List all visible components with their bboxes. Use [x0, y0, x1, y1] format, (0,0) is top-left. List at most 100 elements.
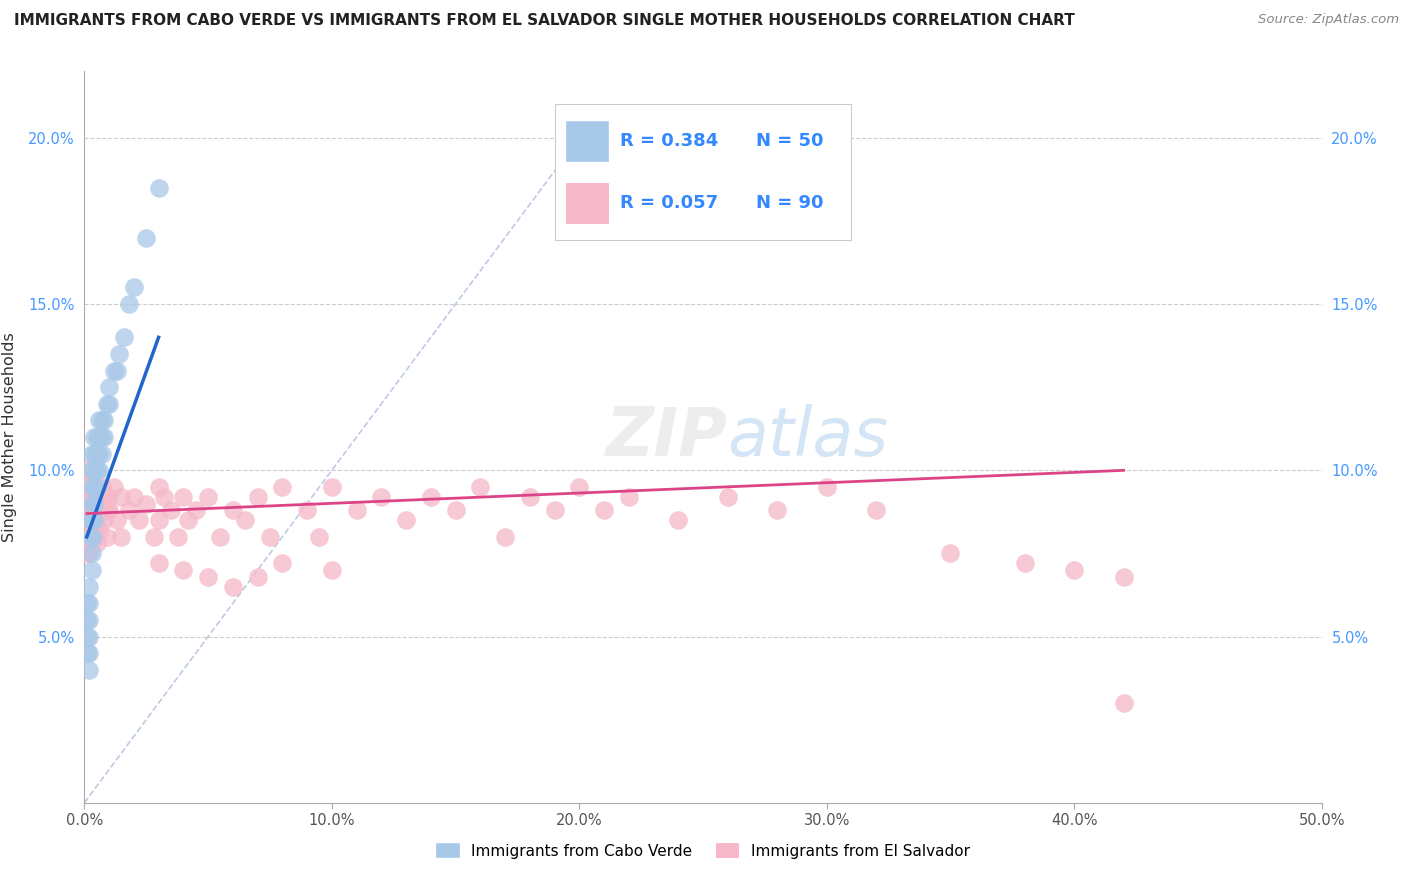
Point — [593, 503, 616, 517]
Point — [184, 503, 207, 517]
Point — [83, 490, 105, 504]
Point — [118, 503, 141, 517]
Point — [79, 580, 101, 594]
Point — [89, 490, 111, 504]
Point — [90, 447, 112, 461]
Point — [80, 563, 103, 577]
Point — [98, 490, 121, 504]
Point — [160, 503, 183, 517]
Point — [89, 413, 111, 427]
Point — [172, 563, 194, 577]
Point — [321, 563, 343, 577]
Point — [308, 530, 330, 544]
Point — [543, 503, 565, 517]
Point — [79, 473, 101, 487]
Point — [80, 536, 103, 550]
Text: atlas: atlas — [728, 404, 889, 470]
Point — [76, 480, 98, 494]
Point — [90, 430, 112, 444]
Point — [80, 513, 103, 527]
Point — [197, 570, 219, 584]
Point — [209, 530, 232, 544]
Point — [89, 430, 111, 444]
Point — [494, 530, 516, 544]
Point — [1063, 563, 1085, 577]
Text: Source: ZipAtlas.com: Source: ZipAtlas.com — [1258, 13, 1399, 27]
Point — [80, 497, 103, 511]
Point — [79, 546, 101, 560]
Point — [717, 490, 740, 504]
Point — [96, 503, 118, 517]
Point — [83, 463, 105, 477]
Point — [617, 490, 640, 504]
Point — [83, 523, 105, 537]
Point — [1112, 696, 1135, 710]
Point — [1014, 557, 1036, 571]
Point — [172, 490, 194, 504]
Text: IMMIGRANTS FROM CABO VERDE VS IMMIGRANTS FROM EL SALVADOR SINGLE MOTHER HOUSEHOL: IMMIGRANTS FROM CABO VERDE VS IMMIGRANTS… — [14, 13, 1074, 29]
Point — [83, 480, 105, 494]
Point — [90, 497, 112, 511]
Point — [105, 513, 128, 527]
Point — [86, 513, 108, 527]
Point — [148, 513, 170, 527]
Point — [76, 463, 98, 477]
Point — [80, 530, 103, 544]
Point — [93, 413, 115, 427]
Point — [93, 430, 115, 444]
Point — [76, 596, 98, 610]
Point — [112, 330, 135, 344]
Point — [103, 363, 125, 377]
Point — [83, 480, 105, 494]
Point — [419, 490, 441, 504]
Point — [246, 490, 269, 504]
Y-axis label: Single Mother Households: Single Mother Households — [1, 332, 17, 542]
Point — [83, 497, 105, 511]
Point — [110, 490, 132, 504]
Point — [148, 180, 170, 194]
Point — [80, 490, 103, 504]
Point — [98, 397, 121, 411]
Point — [128, 513, 150, 527]
Point — [86, 447, 108, 461]
Point — [105, 363, 128, 377]
Point — [80, 530, 103, 544]
Point — [80, 513, 103, 527]
Point — [79, 530, 101, 544]
Point — [96, 397, 118, 411]
Point — [76, 497, 98, 511]
Point — [98, 503, 121, 517]
Point — [86, 463, 108, 477]
Point — [79, 613, 101, 627]
Point — [79, 503, 101, 517]
Point — [76, 513, 98, 527]
Point — [89, 463, 111, 477]
Point — [76, 613, 98, 627]
Point — [79, 596, 101, 610]
Point — [152, 490, 174, 504]
Point — [122, 490, 145, 504]
Point — [148, 480, 170, 494]
Point — [86, 536, 108, 550]
Point — [142, 530, 165, 544]
Point — [89, 523, 111, 537]
Point — [271, 480, 294, 494]
Point — [93, 490, 115, 504]
Point — [1112, 570, 1135, 584]
Point — [79, 646, 101, 660]
Point — [295, 503, 318, 517]
Point — [444, 503, 467, 517]
Point — [148, 557, 170, 571]
Legend: Immigrants from Cabo Verde, Immigrants from El Salvador: Immigrants from Cabo Verde, Immigrants f… — [430, 838, 976, 864]
Point — [177, 513, 200, 527]
Point — [118, 297, 141, 311]
Point — [79, 513, 101, 527]
Point — [83, 447, 105, 461]
Point — [222, 503, 245, 517]
Point — [80, 546, 103, 560]
Point — [321, 480, 343, 494]
Point — [79, 490, 101, 504]
Point — [197, 490, 219, 504]
Point — [93, 513, 115, 527]
Point — [80, 447, 103, 461]
